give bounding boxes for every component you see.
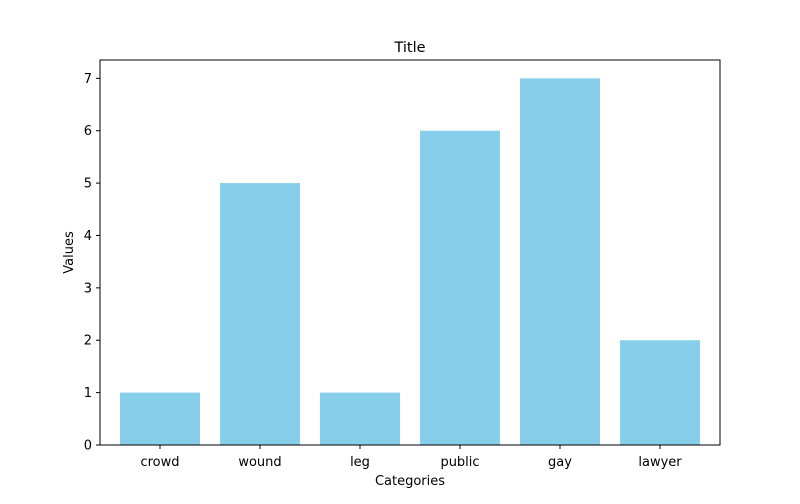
x-axis-ticks: crowd wound leg public gay lawyer xyxy=(140,445,682,470)
y-tick-label-0: 0 xyxy=(84,439,92,454)
y-axis-ticks: 0 1 2 3 4 5 6 7 xyxy=(84,72,100,454)
y-tick-label-3: 3 xyxy=(84,281,92,296)
x-tick-label-lawyer: lawyer xyxy=(638,455,682,470)
x-tick-label-leg: leg xyxy=(350,455,370,470)
bars-layer xyxy=(120,78,700,445)
y-tick-label-1: 1 xyxy=(84,386,92,401)
x-tick-label-public: public xyxy=(440,455,479,470)
bar-crowd xyxy=(120,392,200,445)
plot-area-frame xyxy=(99,59,721,446)
bar-public xyxy=(420,130,500,445)
x-tick-label-crowd: crowd xyxy=(140,455,179,470)
bar-leg xyxy=(320,392,400,445)
y-axis-label: Values xyxy=(62,231,77,274)
bar-lawyer xyxy=(620,340,700,445)
y-tick-label-6: 6 xyxy=(84,124,92,139)
x-tick-label-gay: gay xyxy=(548,455,572,470)
bar-gay xyxy=(520,78,600,445)
y-tick-label-7: 7 xyxy=(84,72,92,87)
y-tick-label-5: 5 xyxy=(84,177,92,192)
x-tick-label-wound: wound xyxy=(238,455,281,470)
chart-title: Title xyxy=(393,40,425,56)
y-tick-label-4: 4 xyxy=(84,229,92,244)
x-axis-label: Categories xyxy=(375,474,445,489)
bar-wound xyxy=(220,183,300,445)
y-tick-label-2: 2 xyxy=(84,334,92,349)
